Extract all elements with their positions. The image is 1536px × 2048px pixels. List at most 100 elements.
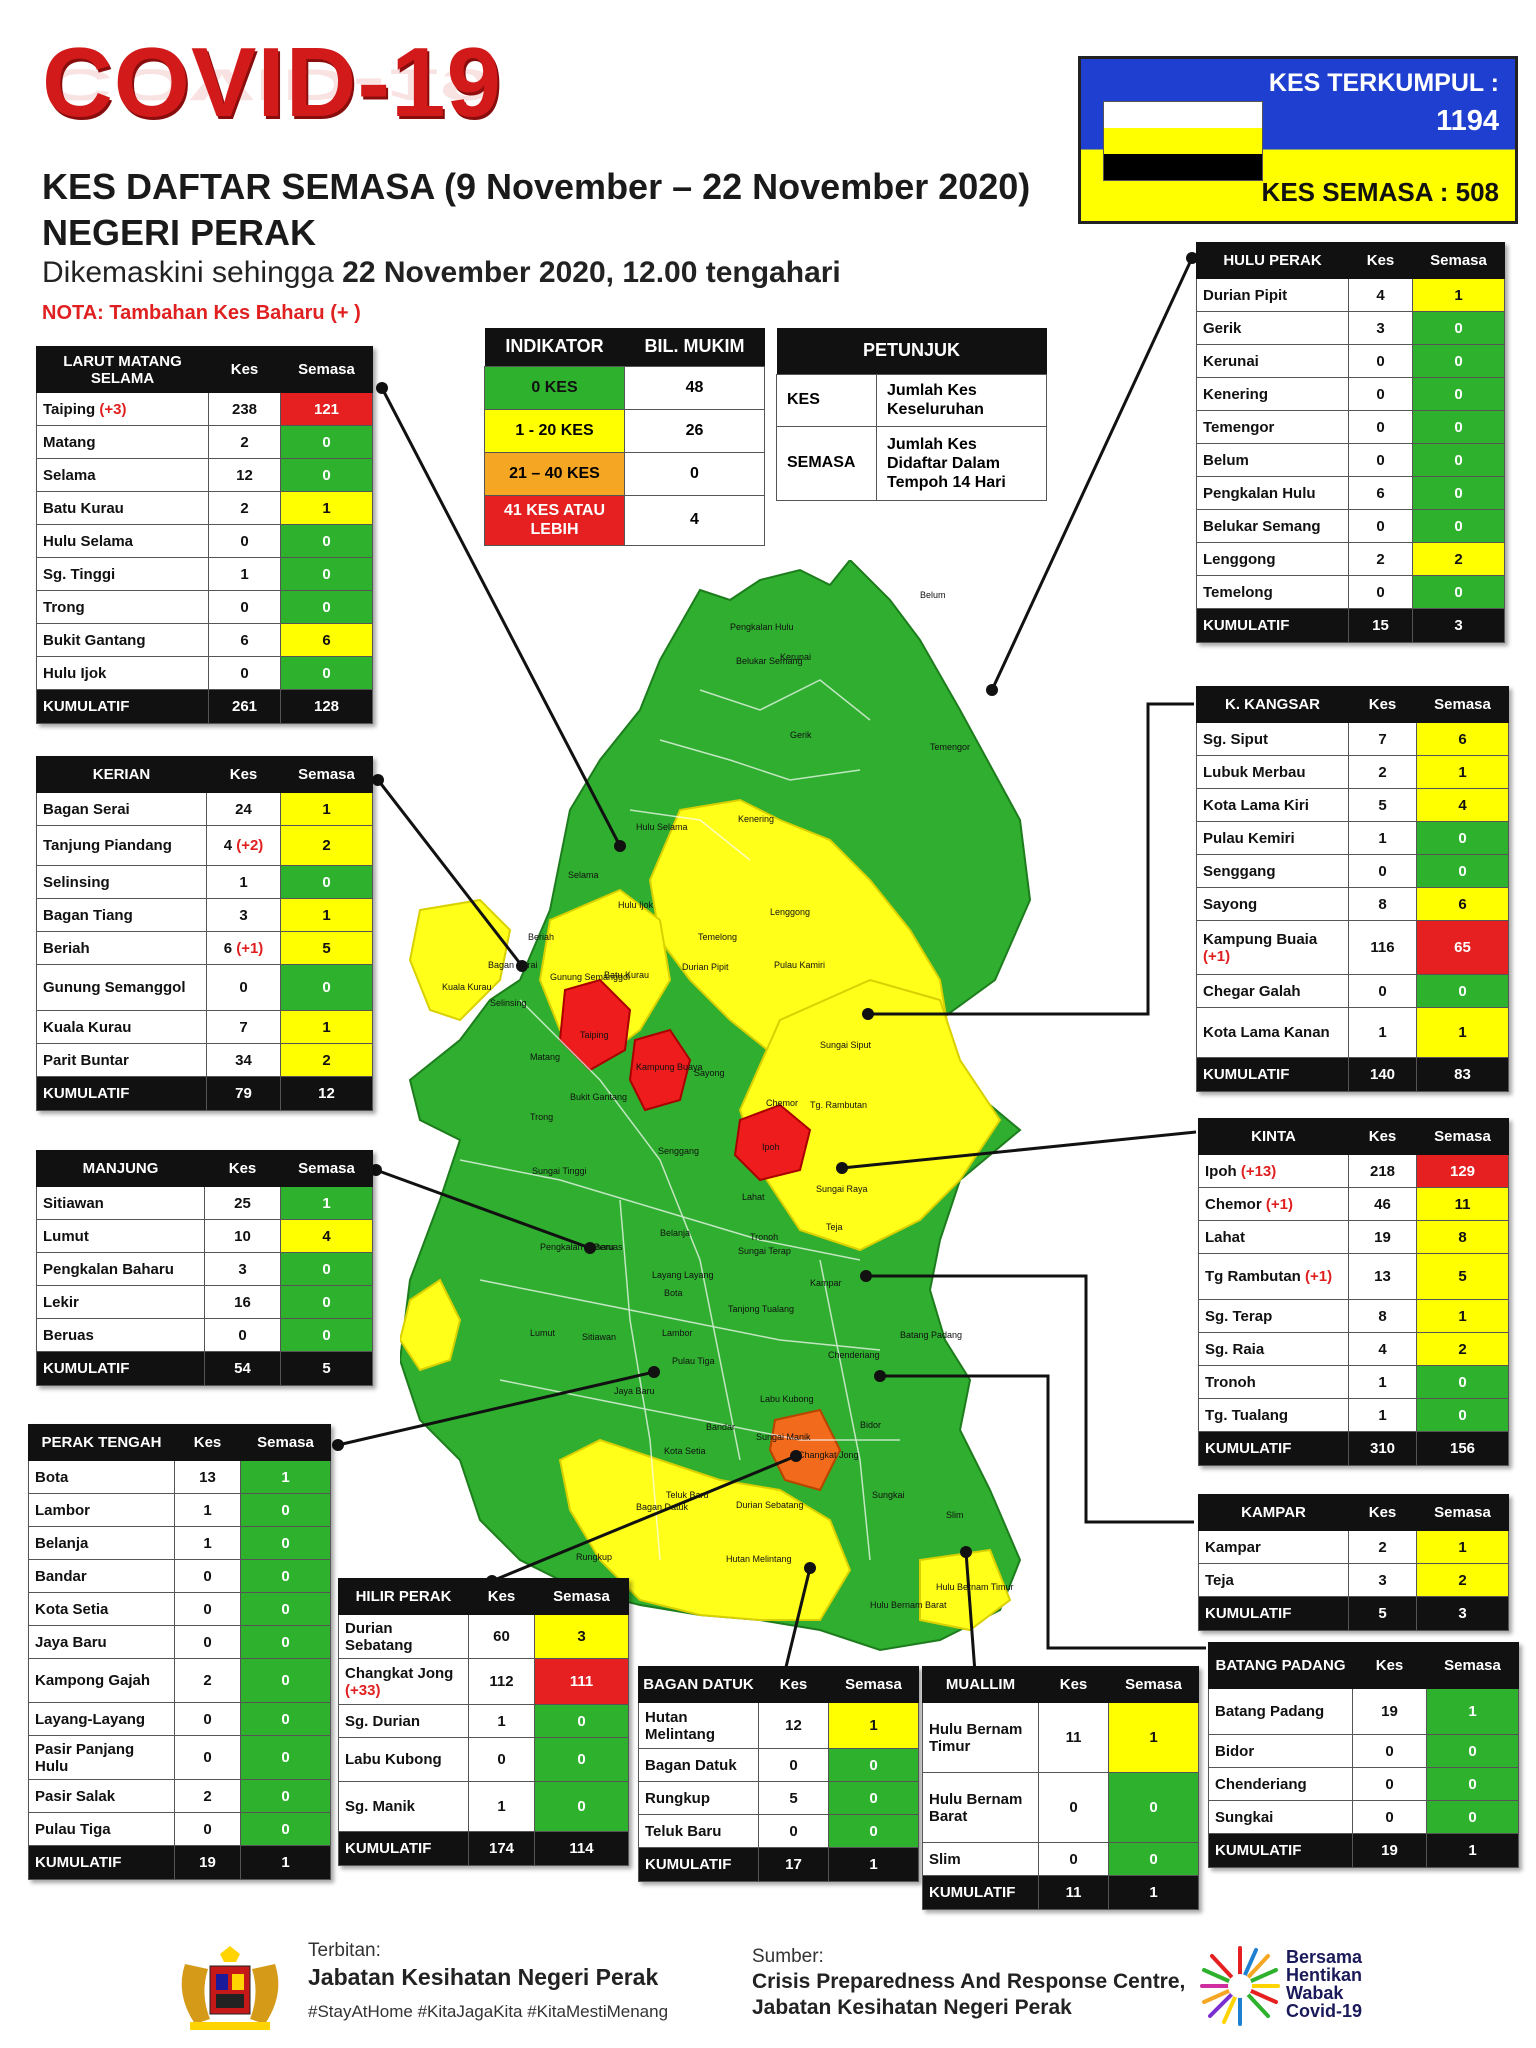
semasa-value: 11 bbox=[1416, 1187, 1509, 1221]
map-label: Kampung Buaya bbox=[636, 1062, 703, 1072]
mukim-name: Pengkalan Hulu bbox=[1196, 476, 1349, 510]
semasa-value: 0 bbox=[1108, 1842, 1199, 1876]
table-row: Gerik 3 0 bbox=[1196, 311, 1505, 345]
kumulatif-row: KUMULATIF 11 1 bbox=[922, 1875, 1199, 1910]
mukim-name: Parit Buntar bbox=[36, 1043, 207, 1077]
table-kerian: KERIAN Kes Semasa Bagan Serai 24 1 Tanjung Pia… bbox=[36, 756, 373, 1111]
district-name: BATANG PADANG bbox=[1208, 1642, 1353, 1689]
semasa-value: 0 bbox=[1426, 1734, 1519, 1768]
map-label: Sungai Terap bbox=[738, 1246, 791, 1256]
mukim-name: Durian Sebatang bbox=[338, 1614, 469, 1659]
table-row: Temengor 0 0 bbox=[1196, 410, 1505, 444]
mukim-name: Chenderiang bbox=[1208, 1767, 1353, 1801]
kes-value: 0 bbox=[1348, 377, 1413, 411]
kes-value: 1 bbox=[208, 557, 281, 591]
map-label: Batang Padang bbox=[900, 1330, 962, 1340]
district-name: PERAK TENGAH bbox=[28, 1424, 175, 1461]
campaign-line1: Bersama bbox=[1286, 1947, 1363, 1967]
map-label: Bagan Datuk bbox=[636, 1502, 689, 1512]
mukim-name: Ipoh (+13) bbox=[1198, 1154, 1349, 1188]
semasa-value: 1 bbox=[280, 898, 373, 932]
mukim-name: Kampung Buaia (+1) bbox=[1196, 920, 1349, 975]
mukim-name: Pasir Panjang Hulu bbox=[28, 1735, 175, 1780]
district-name: HILIR PERAK bbox=[338, 1578, 469, 1615]
semasa-value: 1 bbox=[1412, 278, 1505, 312]
map-label: Chemor bbox=[766, 1098, 798, 1108]
new-case-delta: (+3) bbox=[95, 400, 127, 418]
kes-value: 6 (+1) bbox=[206, 931, 281, 965]
kumulatif-label: KUMULATIF bbox=[1198, 1596, 1349, 1631]
semasa-value: 1 bbox=[1416, 1007, 1509, 1058]
table-row: Bukit Gantang 6 6 bbox=[36, 623, 373, 657]
updated-line: Dikemaskini sehingga 22 November 2020, 1… bbox=[42, 256, 841, 289]
mukim-name: Taiping (+3) bbox=[36, 392, 209, 426]
new-case-delta: (+1) bbox=[236, 939, 264, 957]
semasa-value: 1 bbox=[280, 1186, 373, 1220]
kumulatif-row: KUMULATIF 79 12 bbox=[36, 1076, 373, 1111]
table-row: Hulu Bernam Timur 11 1 bbox=[922, 1702, 1199, 1773]
kes-terkumpul-label: KES TERKUMPUL : bbox=[1268, 69, 1499, 97]
semasa-value: 0 bbox=[1412, 575, 1505, 609]
mukim-name: Jaya Baru bbox=[28, 1625, 175, 1659]
map-label: Sungai Manik bbox=[756, 1432, 811, 1442]
table-row: Slim 0 0 bbox=[922, 1842, 1199, 1876]
map-label: Kota Setia bbox=[664, 1446, 706, 1456]
kes-header: Kes bbox=[206, 756, 281, 793]
table-row: Tronoh 1 0 bbox=[1198, 1365, 1509, 1399]
map-label: Pulau Kamiri bbox=[774, 960, 825, 970]
kes-semasa: KES SEMASA : 508 bbox=[1261, 177, 1499, 207]
mukim-name: Pulau Kemiri bbox=[1196, 821, 1349, 855]
map-label: Sungai Siput bbox=[820, 1040, 872, 1050]
mukim-name: Teja bbox=[1198, 1563, 1349, 1597]
semasa-value: 0 bbox=[240, 1625, 331, 1659]
mukim-name: Belukar Semang bbox=[1196, 509, 1349, 543]
kes-value: 6 bbox=[1348, 476, 1413, 510]
ind-value-1: 26 bbox=[624, 408, 765, 453]
kumulatif-row: KUMULATIF 54 5 bbox=[36, 1351, 373, 1386]
indicator-header: INDIKATOR bbox=[484, 328, 625, 366]
district-name: MANJUNG bbox=[36, 1150, 205, 1187]
table-row: Sg. Terap 8 1 bbox=[1198, 1299, 1509, 1333]
kes-value: 5 bbox=[758, 1781, 829, 1815]
kes-value: 0 bbox=[1352, 1767, 1427, 1801]
district-name: LARUT MATANG SELAMA bbox=[36, 346, 209, 393]
district-name: KINTA bbox=[1198, 1118, 1349, 1155]
kes-value: 1 bbox=[1348, 1007, 1417, 1058]
table-row: Sitiawan 25 1 bbox=[36, 1186, 373, 1220]
mukim-name: Bagan Serai bbox=[36, 792, 207, 826]
mukim-name: Hulu Bernam Barat bbox=[922, 1772, 1039, 1843]
table-row: Pasir Salak 2 0 bbox=[28, 1779, 331, 1813]
table-row: Kampar 2 1 bbox=[1198, 1530, 1509, 1564]
kes-value: 8 bbox=[1348, 887, 1417, 921]
table-row: Pulau Kemiri 1 0 bbox=[1196, 821, 1509, 855]
kumulatif-row: KUMULATIF 17 1 bbox=[638, 1847, 919, 1882]
kes-value: 0 bbox=[1348, 509, 1413, 543]
kes-value: 0 bbox=[1348, 410, 1413, 444]
semasa-value: 2 bbox=[1412, 542, 1505, 576]
kumulatif-kes: 5 bbox=[1348, 1596, 1417, 1631]
mukim-name: Sg. Manik bbox=[338, 1781, 469, 1832]
kes-value: 34 bbox=[206, 1043, 281, 1077]
table-row: Bagan Tiang 3 1 bbox=[36, 898, 373, 932]
kes-value: 116 bbox=[1348, 920, 1417, 975]
table-row: Sg. Tinggi 1 0 bbox=[36, 557, 373, 591]
mukim-name: Pasir Salak bbox=[28, 1779, 175, 1813]
table-row: Batang Padang 19 1 bbox=[1208, 1688, 1519, 1735]
semasa-value: 0 bbox=[1426, 1767, 1519, 1801]
district-name: MUALLIM bbox=[922, 1666, 1039, 1703]
kes-value: 60 bbox=[468, 1614, 535, 1659]
table-row: Jaya Baru 0 0 bbox=[28, 1625, 331, 1659]
mukim-name: Labu Kubong bbox=[338, 1737, 469, 1782]
semasa-value: 121 bbox=[280, 392, 373, 426]
map-label: Tanjong Tualang bbox=[728, 1304, 794, 1314]
kes-value: 16 bbox=[204, 1285, 281, 1319]
kumulatif-label: KUMULATIF bbox=[1198, 1431, 1349, 1466]
table-row: Sungkai 0 0 bbox=[1208, 1800, 1519, 1834]
table-row: Kota Lama Kiri 5 4 bbox=[1196, 788, 1509, 822]
semasa-header: Semasa bbox=[280, 1150, 373, 1187]
semasa-value: 129 bbox=[1416, 1154, 1509, 1188]
kumulatif-kes: 11 bbox=[1038, 1875, 1109, 1910]
mukim-name: Kenering bbox=[1196, 377, 1349, 411]
mukim-name: Pengkalan Baharu bbox=[36, 1252, 205, 1286]
table-row: Belukar Semang 0 0 bbox=[1196, 509, 1505, 543]
